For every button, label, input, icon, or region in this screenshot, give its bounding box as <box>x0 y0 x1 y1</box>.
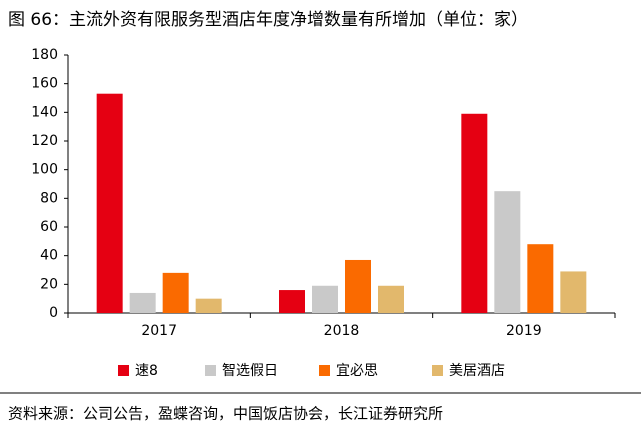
bar <box>527 244 554 313</box>
legend-swatch <box>319 365 330 376</box>
bar <box>461 113 488 314</box>
legend-swatch <box>118 365 129 376</box>
legend-swatch <box>205 365 216 376</box>
bar <box>560 271 587 313</box>
legend-label: 美居酒店 <box>449 363 505 379</box>
y-tick-label: 160 <box>31 76 58 92</box>
x-tick-label: 2019 <box>506 323 542 339</box>
bar <box>279 290 305 313</box>
bar <box>378 285 404 313</box>
x-tick-label: 2018 <box>324 323 360 339</box>
y-tick-label: 40 <box>40 248 58 264</box>
bar <box>345 259 371 313</box>
bar <box>494 191 521 313</box>
bar <box>162 272 189 313</box>
legend-swatch <box>432 365 443 376</box>
chart-title: 图 66：主流外资有限服务型酒店年度净增数量有所增加（单位：家） <box>8 10 528 30</box>
legend-label: 宜必思 <box>336 363 378 379</box>
legend-label: 速8 <box>135 363 158 379</box>
bar <box>312 285 338 313</box>
y-tick-label: 140 <box>31 104 58 120</box>
bar <box>96 93 123 313</box>
bar <box>129 292 156 313</box>
y-tick-label: 100 <box>31 162 58 178</box>
y-tick-label: 120 <box>31 133 58 149</box>
y-tick-label: 20 <box>40 276 58 292</box>
source-note: 资料来源：公司公告，盈蝶咨询，中国饭店协会，长江证券研究所 <box>8 405 443 423</box>
legend-label: 智选假日 <box>222 363 278 379</box>
x-tick-label: 2017 <box>141 323 177 339</box>
bar <box>195 298 222 313</box>
y-tick-label: 180 <box>31 47 58 63</box>
y-tick-label: 60 <box>40 219 58 235</box>
y-tick-label: 80 <box>40 190 58 206</box>
y-tick-label: 0 <box>49 305 58 321</box>
